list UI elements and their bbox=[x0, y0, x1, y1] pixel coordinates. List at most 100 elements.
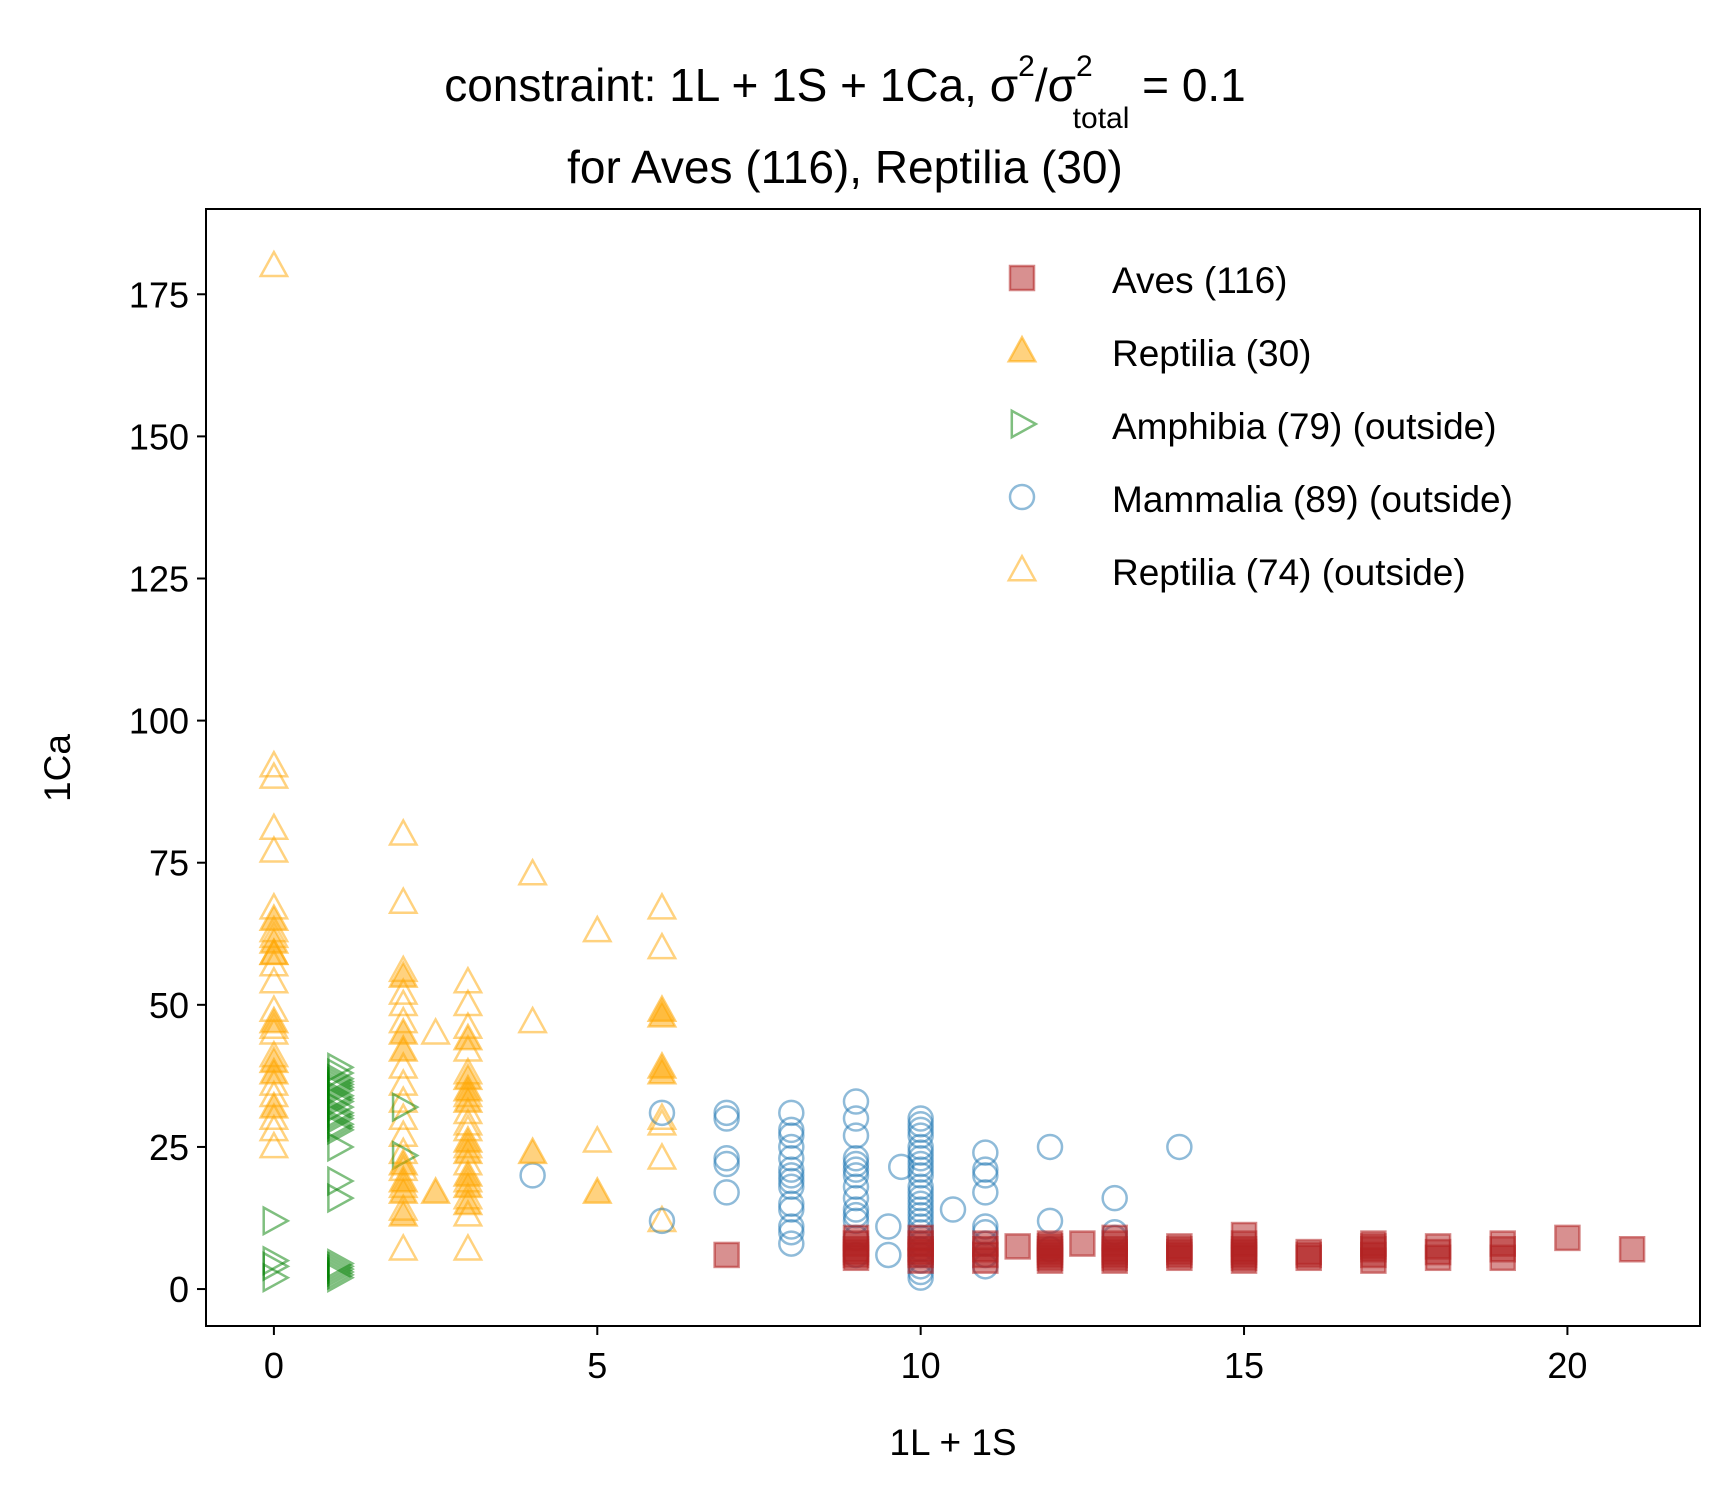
data-point bbox=[387, 1119, 419, 1148]
chart-title-line2: for Aves (116), Reptilia (30) bbox=[567, 141, 1123, 193]
data-point bbox=[907, 1122, 934, 1149]
data-point bbox=[842, 1088, 870, 1115]
data-point bbox=[1230, 1221, 1258, 1249]
data-point bbox=[713, 1150, 740, 1178]
y-tick-label: 150 bbox=[129, 416, 189, 457]
data-point bbox=[842, 1105, 870, 1132]
data-point bbox=[842, 1201, 870, 1229]
data-point bbox=[1424, 1233, 1452, 1260]
data-point bbox=[1036, 1207, 1064, 1235]
chart-title-line1: constraint: 1L + 1S + 1Ca, σ2/σ2 total = … bbox=[444, 50, 1246, 135]
data-point bbox=[972, 1156, 999, 1183]
data-point bbox=[258, 834, 290, 863]
data-point bbox=[842, 1156, 870, 1183]
series-amphibia-79-outside bbox=[262, 1052, 420, 1293]
data-point bbox=[327, 1182, 355, 1214]
data-point bbox=[258, 1113, 290, 1142]
data-point bbox=[646, 1141, 678, 1170]
y-tick-label: 125 bbox=[129, 558, 189, 599]
data-point bbox=[907, 1196, 934, 1223]
data-markers bbox=[258, 249, 1646, 1293]
data-point bbox=[842, 1196, 870, 1223]
data-point bbox=[1101, 1184, 1128, 1212]
x-axis-label: 1L + 1S bbox=[889, 1422, 1016, 1463]
title-sup1: 2 bbox=[1018, 50, 1035, 83]
data-point bbox=[327, 1131, 355, 1163]
data-point bbox=[648, 1099, 676, 1127]
x-axis: 0 5 10 15 20 bbox=[264, 1326, 1587, 1386]
legend-label: Amphibia (79) (outside) bbox=[1112, 406, 1497, 447]
data-point bbox=[258, 761, 290, 789]
data-point bbox=[1166, 1233, 1193, 1260]
data-point bbox=[258, 965, 290, 994]
data-point bbox=[907, 1179, 934, 1206]
data-point bbox=[907, 1150, 934, 1178]
data-point bbox=[452, 1085, 484, 1113]
data-point bbox=[713, 1241, 740, 1269]
data-point bbox=[907, 1133, 934, 1161]
data-point bbox=[420, 1016, 451, 1045]
data-point bbox=[258, 1056, 290, 1085]
data-point bbox=[581, 1176, 613, 1204]
data-point bbox=[907, 1224, 934, 1252]
data-point bbox=[1166, 1133, 1193, 1161]
data-point bbox=[327, 1066, 355, 1097]
data-point bbox=[517, 857, 548, 886]
legend-label: Mammalia (89) (outside) bbox=[1112, 479, 1513, 520]
data-point bbox=[842, 1173, 870, 1200]
data-point bbox=[452, 1187, 484, 1216]
legend-marker bbox=[1010, 408, 1039, 440]
title-prefix: constraint: 1L + 1S + 1Ca, σ bbox=[444, 59, 1018, 111]
data-point bbox=[875, 1241, 902, 1269]
data-point bbox=[778, 1162, 805, 1189]
data-point bbox=[907, 1173, 934, 1200]
data-point bbox=[778, 1099, 805, 1127]
data-point bbox=[778, 1218, 805, 1246]
data-point bbox=[907, 1139, 934, 1166]
data-point bbox=[907, 1184, 934, 1212]
data-point bbox=[387, 1068, 419, 1096]
data-point bbox=[907, 1190, 934, 1218]
series-mammalia-89-outside bbox=[519, 1088, 1193, 1291]
data-point bbox=[1069, 1230, 1096, 1257]
data-point bbox=[778, 1230, 805, 1257]
y-tick-label: 0 bbox=[169, 1269, 189, 1310]
data-point bbox=[387, 1050, 419, 1079]
data-point bbox=[646, 1102, 678, 1130]
legend-marker bbox=[1008, 483, 1036, 511]
data-point bbox=[842, 1122, 870, 1149]
data-point bbox=[517, 1005, 548, 1034]
x-tick-label: 5 bbox=[587, 1345, 607, 1386]
data-point bbox=[939, 1196, 967, 1223]
data-point bbox=[778, 1190, 805, 1218]
data-point bbox=[778, 1133, 805, 1161]
data-point bbox=[1489, 1230, 1516, 1257]
data-point bbox=[972, 1179, 999, 1206]
data-point bbox=[1101, 1224, 1128, 1252]
title-sup2: 2 bbox=[1076, 50, 1093, 83]
y-tick-label: 75 bbox=[149, 843, 189, 884]
data-point bbox=[387, 1085, 419, 1113]
data-point bbox=[842, 1150, 870, 1178]
data-point bbox=[387, 960, 419, 988]
data-point bbox=[1360, 1230, 1387, 1257]
data-point bbox=[778, 1145, 805, 1172]
data-point bbox=[646, 1204, 678, 1233]
data-point bbox=[778, 1156, 805, 1183]
data-point bbox=[258, 1090, 290, 1119]
data-point bbox=[327, 1262, 355, 1293]
y-axis-label: 1Ca bbox=[37, 734, 78, 802]
legend-label: Aves (116) bbox=[1112, 260, 1288, 301]
data-point bbox=[327, 1111, 355, 1143]
legend-marker bbox=[1006, 553, 1038, 582]
data-point bbox=[258, 749, 290, 778]
data-point bbox=[907, 1156, 934, 1183]
data-point bbox=[327, 1083, 355, 1114]
data-point bbox=[258, 937, 290, 966]
y-tick-label: 100 bbox=[129, 701, 189, 742]
data-point bbox=[387, 1102, 419, 1130]
data-point bbox=[778, 1122, 805, 1149]
data-point bbox=[648, 1207, 676, 1235]
data-point bbox=[387, 1198, 419, 1227]
